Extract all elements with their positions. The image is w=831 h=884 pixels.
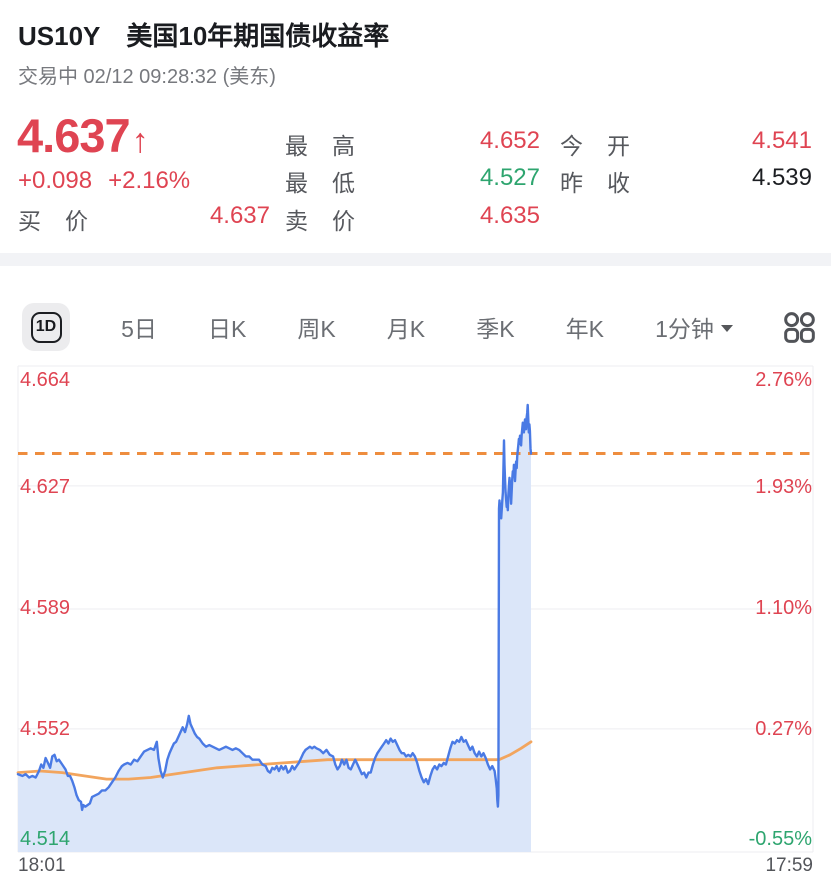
y-tick-right-4: -0.55% <box>748 828 812 850</box>
y-tick-left-1: 4.627 <box>20 476 71 498</box>
tab-weekly-k[interactable]: 周K <box>297 316 336 342</box>
change-percent: +2.16% <box>108 167 191 194</box>
low-label: 最低 <box>285 170 379 196</box>
change-value: +0.098 <box>18 167 93 194</box>
grid-icon <box>784 311 815 343</box>
last-price: 4.637↑ <box>17 108 149 163</box>
open-value: 4.541 <box>751 127 812 154</box>
x-tick-end: 17:59 <box>765 855 813 876</box>
last-price-value: 4.637 <box>17 109 131 162</box>
trading-status: 交易中 02/12 09:28:32 (美东) <box>18 66 276 88</box>
prev-close-value: 4.539 <box>751 164 812 191</box>
tab-daily-k[interactable]: 日K <box>207 316 247 342</box>
prev-close-label: 昨收 <box>560 170 654 196</box>
y-tick-right-2: 1.10% <box>755 597 812 619</box>
x-tick-start: 18:01 <box>18 855 66 876</box>
symbol-code: US10Y <box>18 21 101 51</box>
interval-dropdown[interactable]: 1分钟 <box>655 310 733 344</box>
tab-monthly-k[interactable]: 月K <box>386 316 426 342</box>
chevron-down-icon <box>720 325 733 332</box>
ask-label: 卖价 <box>285 208 379 234</box>
high-value: 4.652 <box>479 127 540 154</box>
y-tick-right-3: 0.27% <box>755 718 812 740</box>
y-tick-left-0: 4.664 <box>20 369 71 391</box>
symbol-name: 美国10年期国债收益率 <box>126 21 390 51</box>
interval-dropdown-label: 1分钟 <box>655 316 714 342</box>
section-divider <box>0 253 831 266</box>
y-tick-left-4: 4.514 <box>20 828 71 850</box>
y-tick-right-1: 1.93% <box>755 476 812 498</box>
tab-1d-active[interactable]: 1D <box>22 303 70 351</box>
period-toolbar: 1D 5日 日K 周K 月K 季K 年K 1分钟 <box>0 296 831 358</box>
bid-value: 4.637 <box>209 202 270 229</box>
tab-quarterly-k[interactable]: 季K <box>476 316 515 342</box>
high-label: 最高 <box>285 133 379 159</box>
bid-label: 买价 <box>18 208 112 234</box>
tab-1d-label: 1D <box>30 311 62 343</box>
y-tick-left-2: 4.589 <box>20 597 71 619</box>
open-label: 今开 <box>560 133 654 159</box>
y-tick-right-0: 2.76% <box>755 369 812 391</box>
up-arrow-icon: ↑ <box>131 122 149 160</box>
low-value: 4.527 <box>479 164 540 191</box>
page-title: US10Y 美国10年期国债收益率 <box>18 16 389 53</box>
tab-yearly-k[interactable]: 年K <box>565 316 604 342</box>
tab-5day[interactable]: 5日 <box>121 316 157 342</box>
chart-canvas[interactable] <box>0 360 831 884</box>
ask-value: 4.635 <box>479 202 540 229</box>
intraday-chart: 4.664 4.627 4.589 4.552 4.514 2.76% 1.93… <box>0 360 831 884</box>
indicator-grid-button[interactable] <box>784 311 815 343</box>
price-change: +0.098 +2.16% <box>18 167 190 195</box>
y-tick-left-3: 4.552 <box>20 718 71 740</box>
